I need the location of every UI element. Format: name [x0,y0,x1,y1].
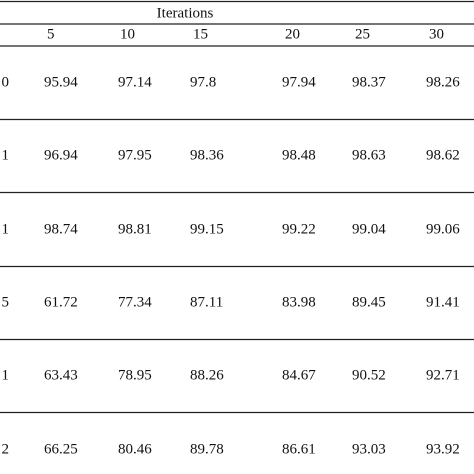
cell: 92.71 [426,367,460,383]
cell: 97.8 [190,74,216,90]
cell: 66.25 [44,441,78,457]
row-label: 1 [2,221,10,237]
cell: 98.48 [282,147,316,163]
row-label: 1 [2,147,10,163]
row-label: 2 [2,441,10,457]
column-header: 30 [429,26,444,42]
cell: 98.81 [118,221,152,237]
column-header: 10 [120,26,135,42]
cell: 97.14 [118,74,152,90]
cell: 98.26 [426,74,460,90]
cell: 63.43 [44,367,78,383]
cell: 78.95 [118,367,152,383]
cell: 80.46 [118,441,152,457]
row-label: 1 [2,367,10,383]
cell: 95.94 [44,74,78,90]
cell: 89.78 [190,441,224,457]
cell: 90.52 [352,367,386,383]
cell: 86.61 [282,441,316,457]
row-label: 0 [2,74,10,90]
cell: 99.04 [352,221,386,237]
column-header: 25 [355,26,370,42]
cell: 99.06 [426,221,460,237]
cell: 98.63 [352,147,386,163]
cell: 88.26 [190,367,224,383]
cell: 98.37 [352,74,386,90]
cell: 91.41 [426,294,460,310]
header-title: Iterations [157,5,214,21]
row-label: 5 [2,294,10,310]
column-header: 5 [47,26,55,42]
column-header: 20 [285,26,300,42]
cell: 61.72 [44,294,78,310]
cell: 97.95 [118,147,152,163]
column-header: 15 [193,26,208,42]
cell: 98.74 [44,221,78,237]
cell: 93.03 [352,441,386,457]
cell: 99.15 [190,221,224,237]
cell: 93.92 [426,441,460,457]
cell: 99.22 [282,221,316,237]
cell: 84.67 [282,367,316,383]
cell: 96.94 [44,147,78,163]
cell: 83.98 [282,294,316,310]
cell: 89.45 [352,294,386,310]
cell: 87.11 [190,294,223,310]
cell: 98.36 [190,147,224,163]
cell: 98.62 [426,147,460,163]
cell: 77.34 [118,294,152,310]
cell: 97.94 [282,74,316,90]
